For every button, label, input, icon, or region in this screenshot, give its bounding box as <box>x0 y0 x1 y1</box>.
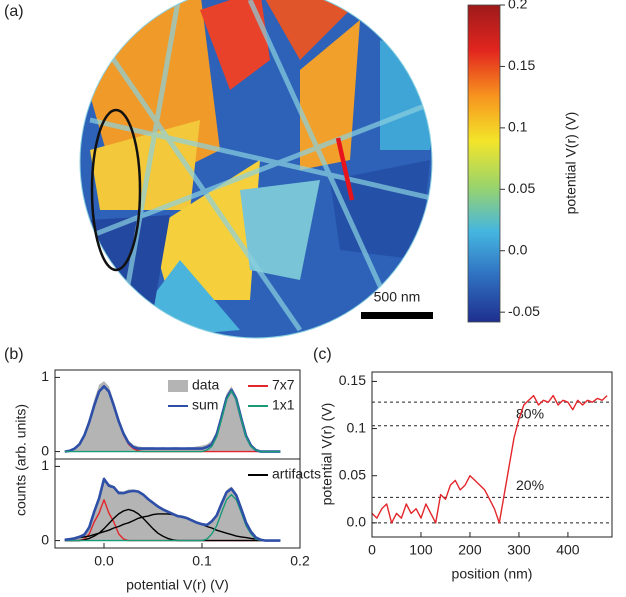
x-tick-label: 400 <box>556 542 580 558</box>
x-tick-label: 0 <box>368 542 376 558</box>
x-axis-label: potential V(r) (V) <box>126 577 229 593</box>
colorbar-tick-label: -0.05 <box>508 303 540 319</box>
legend-label: sum <box>192 397 218 413</box>
x-tick-label: 100 <box>409 542 433 558</box>
plot-frame <box>371 371 613 538</box>
y-tick-label: 0.05 <box>339 466 366 482</box>
y-axis-label: potential V(r) (V) <box>319 403 335 506</box>
series-line <box>64 390 281 453</box>
y-tick-label: 0 <box>41 442 49 458</box>
legend-label: 1x1 <box>272 397 295 413</box>
series-line <box>371 394 608 524</box>
y-tick-label: 0.0 <box>347 514 367 530</box>
x-tick-label: 0.2 <box>290 553 310 569</box>
y-axis-label: counts (arb. units) <box>13 404 29 516</box>
scale-bar <box>361 312 433 319</box>
plot-frame <box>54 458 301 549</box>
x-axis-label: position (nm) <box>452 566 533 582</box>
series-line <box>64 508 281 542</box>
colorbar-tick-label: 0.15 <box>508 57 535 73</box>
panel-label: (c) <box>313 346 332 363</box>
legend-label: 7x7 <box>272 377 295 393</box>
y-tick-label: 1 <box>41 457 49 473</box>
histogram-area <box>64 476 281 541</box>
legend-swatch <box>168 380 188 392</box>
map-edge <box>79 0 433 339</box>
marked-region <box>90 108 142 272</box>
series-line <box>64 477 281 542</box>
reference-label: 80% <box>516 405 544 421</box>
x-tick-label: 200 <box>458 542 482 558</box>
y-tick-label: 0.15 <box>339 372 366 388</box>
panel-label: (b) <box>4 346 24 363</box>
y-tick-label: 0.1 <box>347 419 367 435</box>
colorbar-label: potential V(r) (V) <box>563 112 579 215</box>
y-tick-label: 1 <box>41 368 49 384</box>
reference-label: 20% <box>516 477 544 493</box>
x-tick-label: 0.0 <box>94 553 114 569</box>
legend-label: data <box>192 377 219 393</box>
colorbar <box>467 4 501 323</box>
x-tick-label: 300 <box>507 542 531 558</box>
y-tick-label: 0 <box>41 531 49 547</box>
colorbar-tick-label: 0.05 <box>508 180 535 196</box>
colorbar-tick-label: 0.1 <box>508 119 528 135</box>
colorbar-tick-label: 0.0 <box>508 241 528 257</box>
colorbar-tick-label: 0.2 <box>508 0 528 12</box>
panel-label: (a) <box>4 3 24 20</box>
scale-bar-label: 500 nm <box>374 289 421 305</box>
potential-map <box>80 0 432 338</box>
legend-label: artifacts <box>272 466 321 482</box>
profile-line <box>335 137 355 201</box>
x-tick-label: 0.1 <box>192 553 212 569</box>
